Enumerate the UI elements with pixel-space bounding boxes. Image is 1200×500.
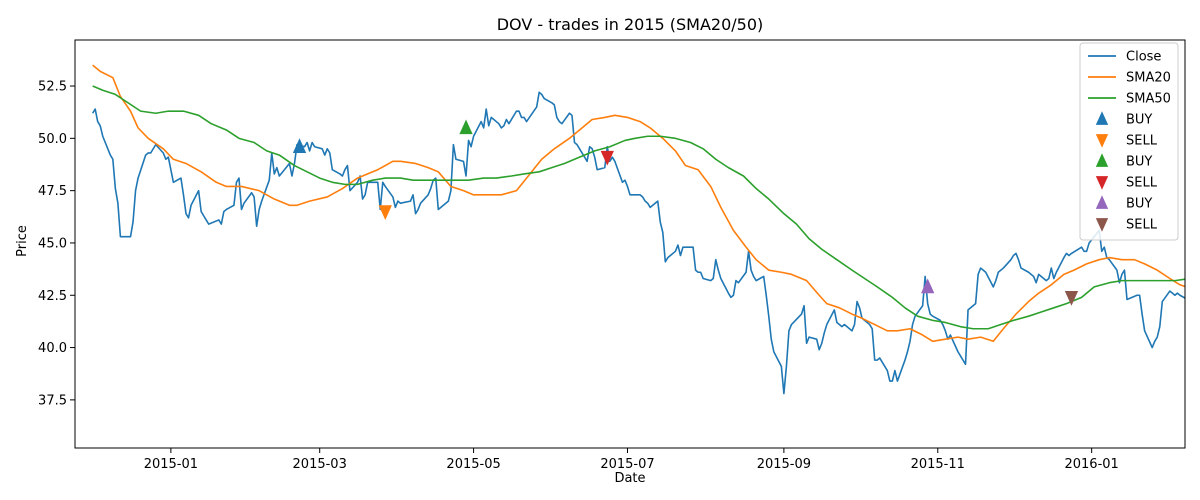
legend-swatch-sell-9 <box>1095 218 1109 232</box>
trade-marker-sell-2 <box>378 205 392 220</box>
legend-label: BUY <box>1126 197 1152 212</box>
y-tick-label: 45.0 <box>38 236 67 251</box>
trade-marker-buy-5 <box>921 278 935 294</box>
legend-swatch-sell-7 <box>1095 176 1109 190</box>
y-tick-label: 40.0 <box>38 341 67 356</box>
legend-label: SMA50 <box>1126 92 1171 107</box>
legend-box <box>1079 42 1179 241</box>
x-tick-label: 2015-05 <box>446 457 500 472</box>
legend-label: BUY <box>1126 113 1152 128</box>
x-axis-label: Date <box>614 471 645 486</box>
legend-label: BUY <box>1126 155 1152 170</box>
marker-layer <box>292 119 1079 306</box>
legend-label: Close <box>1126 50 1161 65</box>
y-tick-label: 52.5 <box>38 80 67 95</box>
y-tick-label: 50.0 <box>38 132 67 147</box>
legend-swatch-buy-8 <box>1095 195 1109 209</box>
y-axis: 37.5 40.0 42.5 45.0 47.5 50.0 52.5 <box>38 80 75 408</box>
trade-marker-buy-1 <box>292 138 307 154</box>
series-line-sma50 <box>92 85 1185 330</box>
legend-label: SELL <box>1126 218 1158 233</box>
y-tick-label: 42.5 <box>38 289 67 304</box>
chart-title: DOV - trades in 2015 (SMA20/50) <box>497 15 764 34</box>
plot-frame <box>74 39 1186 449</box>
x-tick-label: 2015-01 <box>144 457 198 472</box>
legend-swatch-buy-4 <box>1095 111 1109 125</box>
series-line-close <box>91 91 1185 395</box>
x-tick-label: 2015-11 <box>911 457 965 472</box>
series-layer <box>91 64 1185 395</box>
trade-marker-sell-6 <box>1064 291 1079 306</box>
y-tick-label: 37.5 <box>38 393 67 408</box>
x-tick-label: 2016-01 <box>1064 457 1118 472</box>
legend-swatch-sell-5 <box>1095 134 1109 148</box>
series-line-sma20 <box>92 64 1185 343</box>
x-axis: 2015-01 2015-03 2015-05 2015-07 2015-09 2015-… <box>144 448 1119 472</box>
x-tick-label: 2015-07 <box>600 457 654 472</box>
legend: Close SMA20 SMA50 BUY SELL BUY SELL BUY SELL <box>1079 42 1179 241</box>
legend-label: SELL <box>1126 176 1158 191</box>
legend-label: SMA20 <box>1126 71 1171 86</box>
trade-marker-sell-4 <box>600 150 614 166</box>
x-tick-label: 2015-03 <box>293 457 347 472</box>
trade-marker-buy-3 <box>459 119 473 135</box>
y-axis-label: Price <box>15 225 30 257</box>
legend-swatch-buy-6 <box>1095 153 1109 167</box>
y-tick-label: 47.5 <box>38 184 67 199</box>
legend-label: SELL <box>1126 134 1158 149</box>
x-tick-label: 2015-09 <box>757 457 811 472</box>
